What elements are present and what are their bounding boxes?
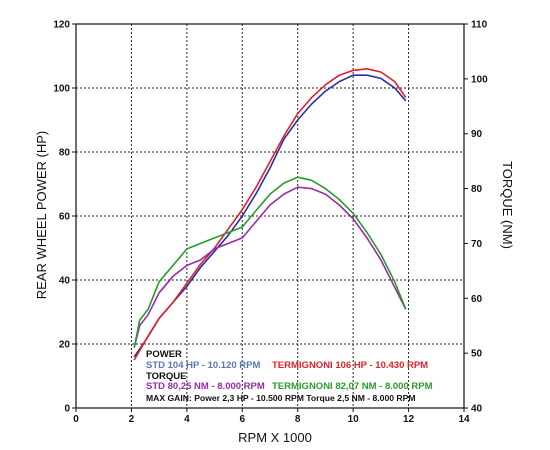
left-tick-label: 80	[59, 148, 71, 159]
right-tick-label: 80	[471, 184, 483, 195]
left-tick-label: 100	[53, 84, 70, 95]
x-axis-title: RPM X 1000	[238, 430, 312, 445]
left-tick-label: 120	[53, 20, 70, 31]
legend-max-gain: MAX GAIN: Power 2,3 HP - 10.500 RPM Torq…	[146, 393, 416, 403]
right-tick-label: 90	[471, 129, 483, 140]
legend-std-torque: STD 80,25 NM - 8.000 RPM	[146, 381, 265, 392]
legend-torque-heading: TORQUE	[146, 371, 186, 382]
termignoni-torque-line	[133, 176, 407, 348]
x-tick-label: 10	[348, 414, 360, 425]
series-lines	[133, 68, 407, 361]
std-torque-line	[133, 186, 407, 348]
right-tick-label: 50	[471, 349, 483, 360]
right-tick-label: 100	[471, 74, 488, 85]
termignoni-power-line	[133, 68, 407, 361]
left-tick-label: 20	[59, 340, 71, 351]
right-tick-label: 60	[471, 294, 483, 305]
x-tick-label: 2	[129, 414, 135, 425]
right-tick-label: 110	[471, 20, 488, 31]
x-tick-label: 12	[403, 414, 415, 425]
x-tick-label: 14	[458, 414, 470, 425]
tick-labels: 0 2 4 6 8 10 12 14 0 20 40 60 80 100 120 40 50 60 70 80 90 10…	[53, 20, 488, 426]
left-tick-label: 0	[64, 404, 70, 415]
legend-box: POWER STD 104 HP - 10.120 RPM TERMIGNONI…	[146, 349, 433, 403]
right-tick-label: 70	[471, 239, 483, 250]
legend-std-power: STD 104 HP - 10.120 RPM	[146, 360, 260, 371]
legend-power-heading: POWER	[146, 349, 182, 360]
grid-lines	[76, 24, 464, 408]
legend-termignoni-torque: TERMIGNONI 82,07 NM - 8.000 RPM	[272, 381, 433, 392]
left-tick-label: 60	[59, 212, 71, 223]
left-axis-title: REAR WHEEL POWER (HP)	[34, 131, 49, 300]
x-tick-label: 6	[240, 414, 246, 425]
x-tick-label: 0	[73, 414, 79, 425]
x-tick-label: 4	[184, 414, 190, 425]
x-tick-label: 8	[295, 414, 301, 425]
left-tick-label: 40	[59, 276, 71, 287]
legend-termignoni-power: TERMIGNONI 106 HP - 10.430 RPM	[272, 360, 428, 371]
right-axis-title: TORQUE (NM)	[500, 161, 515, 249]
axes-frame	[72, 23, 468, 412]
right-tick-label: 40	[471, 404, 483, 415]
